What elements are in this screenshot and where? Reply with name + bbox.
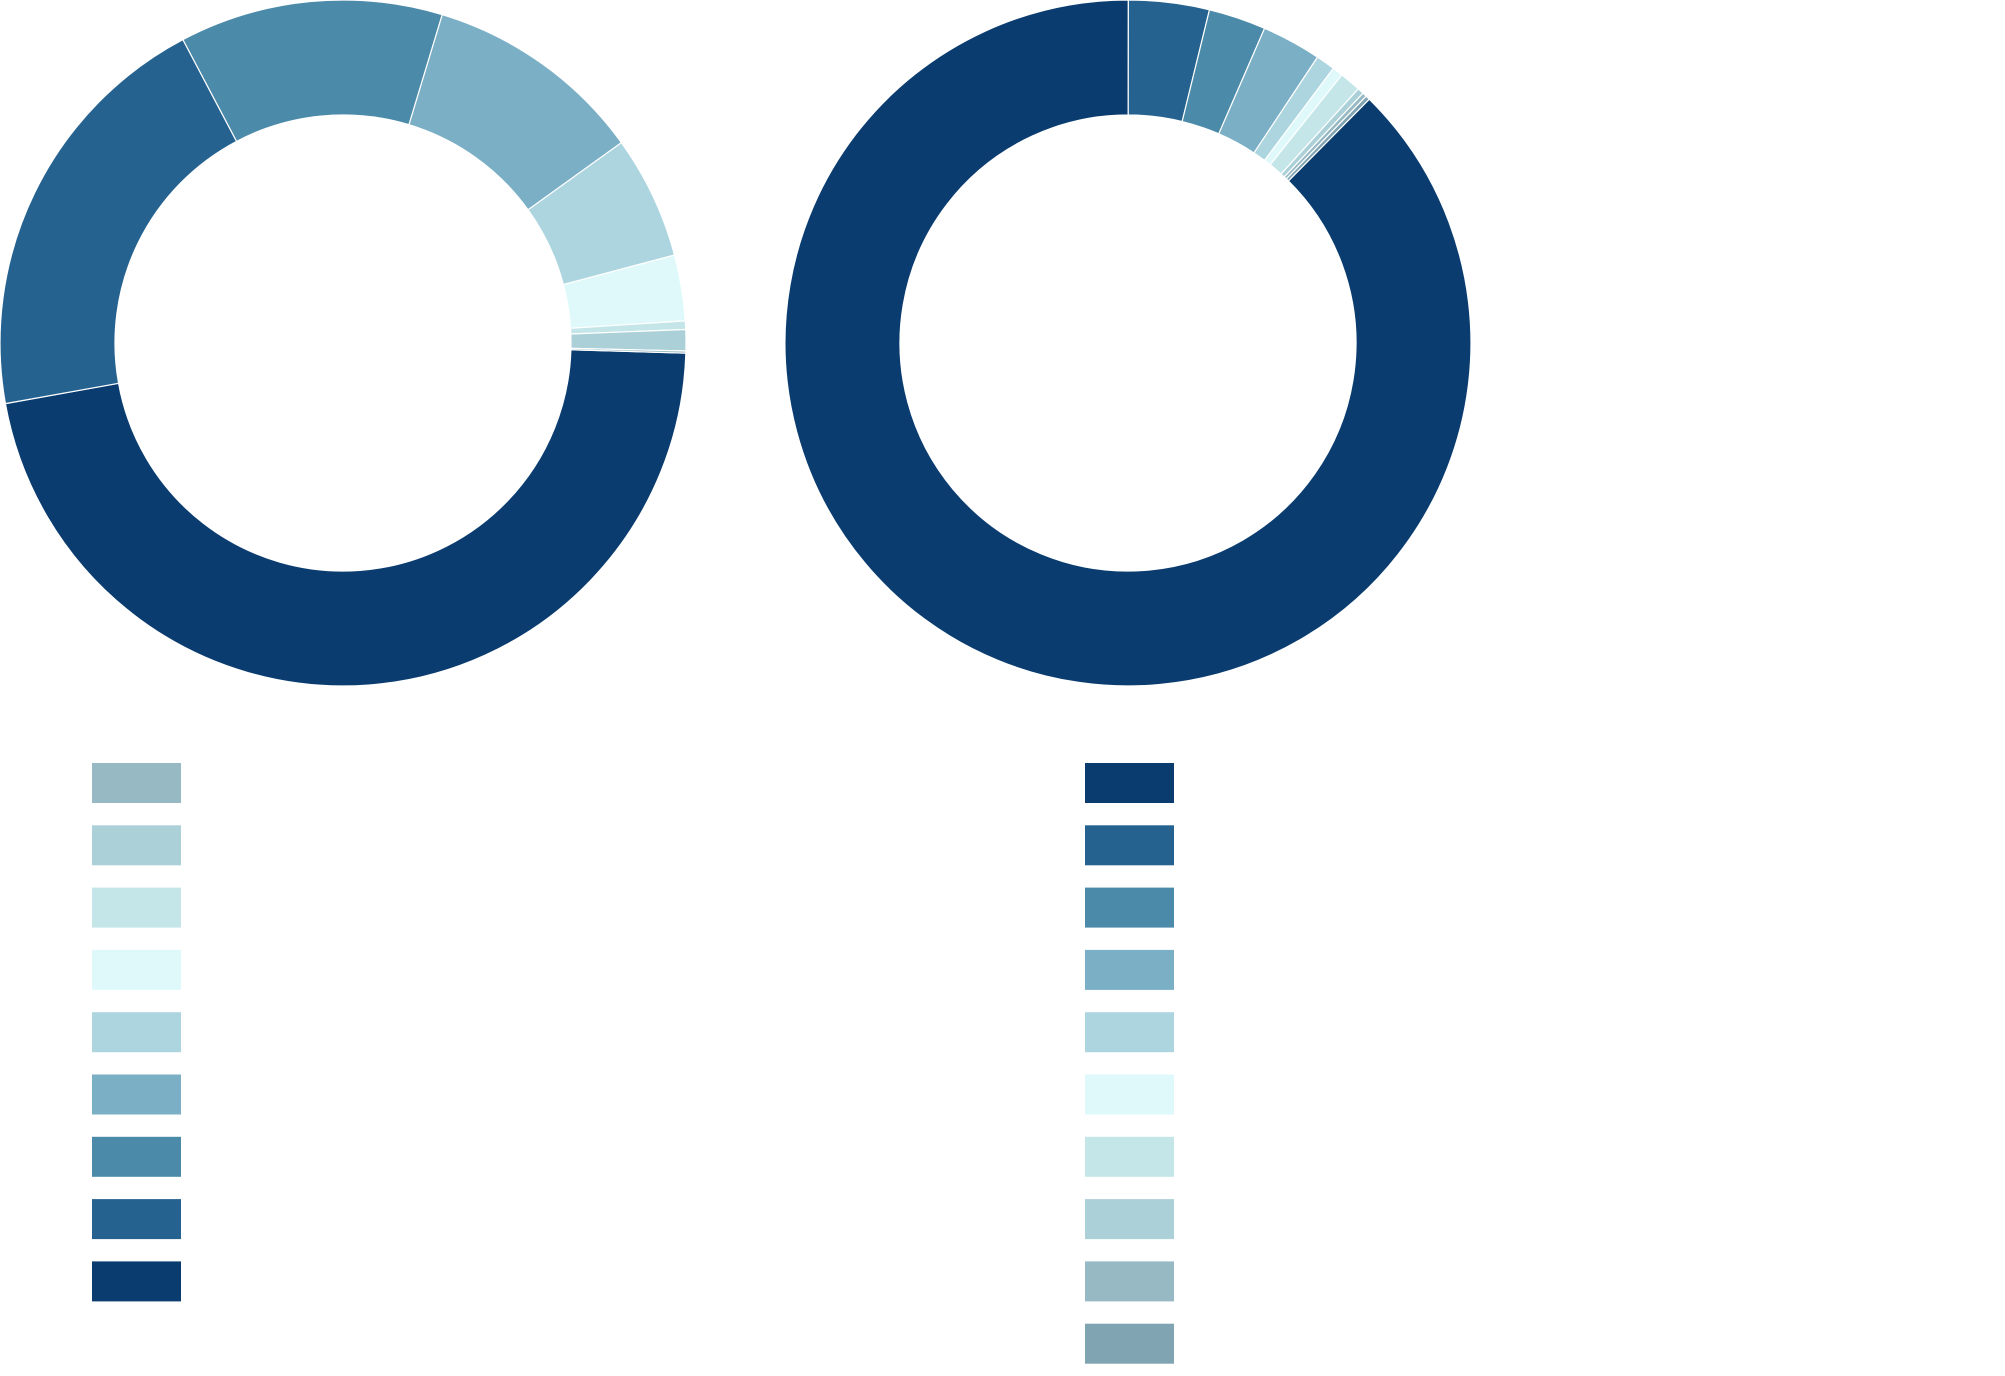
donut-segment — [0, 38, 238, 405]
donut-segment — [570, 347, 687, 354]
legend-swatch — [1085, 1323, 1174, 1364]
legend-swatch — [1085, 1012, 1174, 1053]
donut-segment — [1285, 95, 1371, 182]
legend-swatch — [92, 763, 181, 803]
legend-swatch — [92, 1012, 181, 1053]
legend-swatch — [92, 825, 181, 866]
legend-swatch — [92, 1136, 181, 1177]
legend-swatch — [1085, 1261, 1174, 1302]
donut-segment — [4, 349, 687, 687]
legend-swatch — [1085, 825, 1174, 866]
legend-swatch — [1085, 1136, 1174, 1177]
legend-swatch — [1085, 1199, 1174, 1240]
legend-swatch — [92, 949, 181, 990]
legend-swatch — [1085, 949, 1174, 990]
legend-swatch — [92, 887, 181, 928]
donut-segment — [784, 0, 1472, 687]
legend-swatch — [1085, 763, 1174, 803]
legend-swatch — [92, 1261, 181, 1302]
legend-swatch — [92, 1074, 181, 1115]
legend-swatch — [1085, 887, 1174, 928]
legend-swatch — [1085, 1074, 1174, 1115]
legend-swatch — [92, 1199, 181, 1240]
